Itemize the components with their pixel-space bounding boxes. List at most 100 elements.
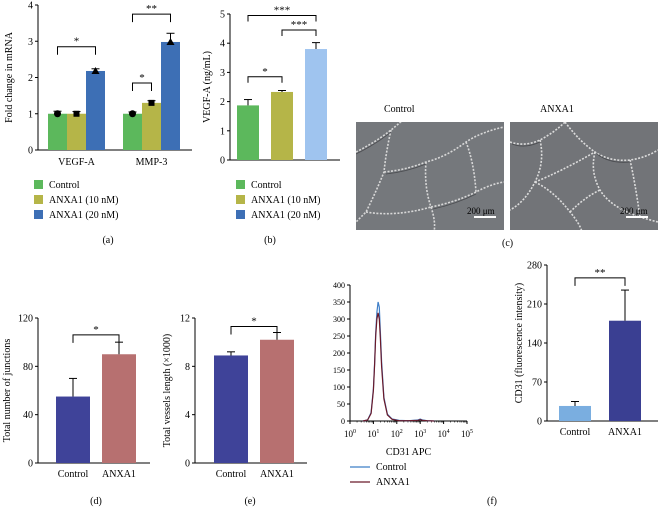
- f1-y-tick-label: 200: [333, 349, 345, 358]
- f2-x-tick-label: Control: [560, 427, 591, 438]
- f2-y-tick-label: 70: [532, 378, 542, 389]
- a-significance-label: *: [139, 72, 145, 84]
- e-x-tick-label: ANXA1: [260, 469, 294, 480]
- d-y-tick-label: 120: [18, 314, 33, 325]
- legend-label: Control: [251, 180, 282, 191]
- d-x-tick-label: ANXA1: [102, 469, 136, 480]
- e-y-tick-label: 8: [185, 362, 190, 373]
- f1-y-tick-label: 100: [333, 383, 345, 392]
- f2-bar: [609, 320, 641, 421]
- legend-swatch: [34, 210, 43, 219]
- a-significance-bracket: [132, 82, 152, 91]
- f1-x-tick-exponent: 2: [400, 429, 403, 435]
- d-y-tick-label: 0: [28, 459, 33, 470]
- d-bar: [56, 396, 90, 463]
- panel-label-a: (a): [102, 235, 113, 246]
- a-significance-bracket: [132, 13, 171, 23]
- e-y-label: Total vessels length (×1000): [162, 334, 173, 448]
- a-marker-triangle: [91, 66, 100, 74]
- b-y-tick-label: 1: [220, 126, 225, 137]
- f1-y-tick-label: 0: [341, 417, 345, 426]
- f1-x-tick-exponent: 1: [376, 429, 379, 435]
- micrograph-control: [356, 122, 504, 230]
- f1-x-tick-exponent: 0: [353, 429, 356, 435]
- panel-label-b: (b): [264, 235, 276, 246]
- a-marker-circle: [54, 110, 61, 118]
- a-significance-label: *: [74, 36, 80, 48]
- a-x-tick-label: VEGF-A: [58, 157, 95, 168]
- f2-significance-bracket: [574, 277, 626, 286]
- chart-e: 0 4 8 12 Total vessels length (×1000) Control…: [162, 314, 307, 507]
- legend-label: ANXA1 (10 nM): [251, 195, 320, 206]
- b-significance-bracket: [247, 76, 283, 83]
- a-y-tick-label: 3: [28, 37, 33, 48]
- e-y-tick-label: 4: [185, 410, 190, 421]
- legend-label: ANXA1 (10 nM): [49, 195, 118, 206]
- a-x-tick-label: MMP-3: [136, 157, 168, 168]
- b-significance-bracket: [247, 14, 317, 22]
- e-y-tick-label: 0: [185, 459, 190, 470]
- f1-x-tick-exponent: 4: [447, 429, 450, 435]
- f1-series-line-anxa1: [362, 312, 435, 422]
- legend-swatch: [34, 180, 43, 189]
- b-y-tick-label: 5: [220, 10, 225, 21]
- f2-x-tick-label: ANXA1: [608, 427, 642, 438]
- f1-legend-label: ANXA1: [376, 477, 410, 488]
- legend-label: Control: [49, 180, 80, 191]
- b-y-label: VEGF-A (ng/mL): [202, 51, 213, 123]
- f1-y-tick-label: 350: [333, 298, 345, 307]
- a-bar: [67, 113, 86, 150]
- a-bar: [86, 70, 105, 150]
- legend-swatch: [34, 195, 43, 204]
- f1-x-tick-label: 103: [414, 429, 426, 439]
- a-y-tick-label: 2: [28, 73, 33, 84]
- f2-y-tick-label: 280: [527, 261, 542, 272]
- b-significance-label: ***: [291, 19, 308, 31]
- a-bar: [142, 102, 161, 150]
- legend-label: ANXA1 (20 nM): [251, 210, 320, 221]
- d-bar: [102, 354, 136, 463]
- e-significance-label: *: [251, 315, 257, 327]
- b-significance-label: *: [262, 66, 268, 78]
- f1-y-tick-label: 50: [337, 400, 345, 409]
- legend-swatch: [236, 180, 245, 189]
- a-marker-circle: [129, 110, 136, 118]
- b-bar: [271, 91, 293, 160]
- f1-y-tick-label: 400: [333, 281, 345, 290]
- d-x-tick-label: Control: [58, 469, 89, 480]
- f2-y-label: CD31 (fluorescence intensity): [514, 283, 525, 404]
- f2-y-tick-label: 140: [527, 339, 542, 350]
- b-bar: [237, 105, 259, 160]
- scale-bar-control: [474, 216, 496, 218]
- d-y-tick-label: 80: [23, 362, 33, 373]
- f2-y-tick-label: 0: [537, 417, 542, 428]
- e-bar: [214, 355, 248, 463]
- f1-x-label: CD31 APC: [386, 447, 432, 458]
- micro-anxa1-label: ANXA1: [540, 104, 574, 115]
- micro-control-label: Control: [384, 104, 415, 115]
- scale-label-control: 200 μm: [467, 206, 495, 216]
- a-y-tick-label: 1: [28, 109, 33, 120]
- b-y-tick-label: 0: [220, 156, 225, 167]
- f2-y-tick-label: 210: [527, 300, 542, 311]
- f1-x-tick-label: 100: [344, 429, 356, 439]
- a-bar: [48, 113, 67, 150]
- a-y-tick-label: 4: [28, 1, 33, 12]
- micrograph-anxa1-image: [510, 122, 658, 230]
- e-bar: [260, 339, 294, 463]
- chart-d: 0 40 80 120 Total number of junctions Control…: [2, 314, 150, 507]
- f1-x-tick-label: 102: [391, 429, 403, 439]
- a-marker-square: [148, 99, 155, 106]
- legend-swatch: [236, 195, 245, 204]
- f1-legend-label: Control: [376, 462, 407, 473]
- a-marker-square: [73, 110, 80, 117]
- scale-label-anxa1: 200 μm: [620, 206, 648, 216]
- f1-series-line-control: [362, 301, 435, 422]
- d-y-label: Total number of junctions: [2, 339, 13, 443]
- panel-label-e: (e): [244, 496, 255, 507]
- panel-label-c: (c): [502, 238, 514, 249]
- f1-x-tick-label: 104: [438, 429, 450, 439]
